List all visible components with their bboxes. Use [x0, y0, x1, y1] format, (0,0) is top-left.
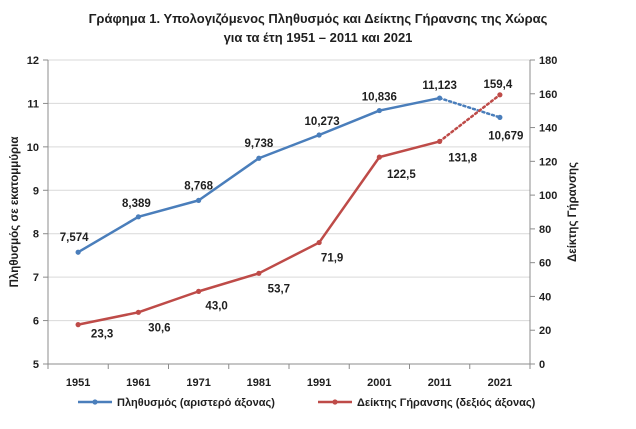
data-point	[135, 309, 141, 315]
data-point	[256, 270, 262, 276]
x-tick-label: 1971	[186, 377, 210, 389]
right-tick-label: 60	[539, 258, 551, 270]
legend-label: Δείκτης Γήρανσης (δεξιός άξονας)	[357, 397, 536, 409]
x-tick-label: 2011	[428, 377, 452, 389]
data-label: 10,836	[362, 92, 397, 104]
legend-label: Πληθυσμός (αριστερό άξονας)	[117, 397, 275, 409]
x-tick-label: 1991	[307, 377, 331, 389]
x-tick-label: 2021	[488, 377, 512, 389]
data-point	[256, 155, 262, 161]
right-tick-label: 160	[539, 89, 557, 101]
data-label: 131,8	[448, 152, 477, 164]
legend: Πληθυσμός (αριστερό άξονας) Δείκτης Γήραν…	[78, 397, 536, 409]
right-tick-label: 120	[539, 156, 557, 168]
data-label: 10,679	[488, 130, 523, 142]
x-tick-label: 1951	[66, 377, 90, 389]
data-point	[196, 197, 202, 203]
data-label: 122,5	[387, 169, 416, 181]
data-label: 9,738	[244, 138, 273, 150]
series-line-1	[77, 140, 440, 326]
data-label: 71,9	[321, 253, 343, 265]
left-tick-label: 12	[27, 55, 39, 67]
data-label: 8,389	[122, 198, 151, 210]
x-tick-label: 1961	[126, 377, 150, 389]
right-tick-label: 100	[539, 190, 557, 202]
data-label: 10,273	[305, 116, 340, 128]
left-tick-label: 10	[27, 142, 39, 154]
data-point	[437, 138, 443, 145]
data-point	[75, 322, 81, 328]
right-tick-label: 20	[539, 325, 551, 337]
series-line-0	[77, 96, 440, 254]
right-tick-label: 0	[539, 359, 545, 371]
right-tick-label: 180	[539, 55, 557, 67]
left-tick-label: 5	[33, 359, 39, 371]
left-tick-label: 9	[33, 185, 39, 197]
series-projection-line-1	[438, 93, 502, 143]
series-lines	[75, 92, 503, 328]
data-label: 30,6	[148, 322, 170, 334]
data-label: 8,768	[184, 180, 213, 192]
data-labels: 7,574 8,389 8,768 9,738 10,273 10,836 11,123 10…	[60, 79, 524, 341]
left-tick-label: 6	[33, 316, 39, 328]
x-tick-label: 1981	[247, 377, 271, 389]
left-tick-label: 8	[33, 229, 39, 241]
data-point	[316, 132, 322, 138]
data-point	[376, 154, 382, 160]
data-point	[316, 239, 322, 246]
left-tick-label: 7	[33, 272, 39, 284]
data-label: 159,4	[483, 79, 512, 91]
left-tick-label: 11	[27, 98, 39, 110]
legend-marker	[92, 399, 98, 405]
legend-marker	[332, 399, 338, 405]
right-tick-label: 140	[539, 123, 557, 135]
data-point	[196, 288, 202, 294]
right-tick-label: 40	[539, 291, 551, 303]
right-axis-title: Δείκτης Γήρανσης	[567, 162, 579, 262]
data-label: 23,3	[91, 329, 113, 341]
x-tick-label: 2001	[367, 377, 391, 389]
data-label: 7,574	[60, 232, 89, 244]
chart-title-line-2: για τα έτη 1951 – 2011 και 2021	[224, 30, 413, 45]
data-point	[75, 249, 81, 255]
data-point	[376, 107, 382, 114]
left-axis-title: Πληθυσμός σε εκατομμύρια	[9, 137, 21, 288]
data-point	[497, 92, 503, 98]
data-point	[497, 114, 503, 120]
chart-title-line-1: Γράφημα 1. Υπολογιζόμενος Πληθυσμός και …	[89, 11, 548, 26]
data-label: 11,123	[422, 80, 457, 92]
data-point	[437, 95, 443, 101]
gridlines	[48, 59, 530, 365]
data-label: 43,0	[205, 300, 227, 312]
right-tick-label: 80	[539, 224, 551, 236]
series-projection-line-0	[438, 96, 502, 119]
data-label: 53,7	[268, 283, 290, 295]
data-point	[135, 214, 141, 220]
